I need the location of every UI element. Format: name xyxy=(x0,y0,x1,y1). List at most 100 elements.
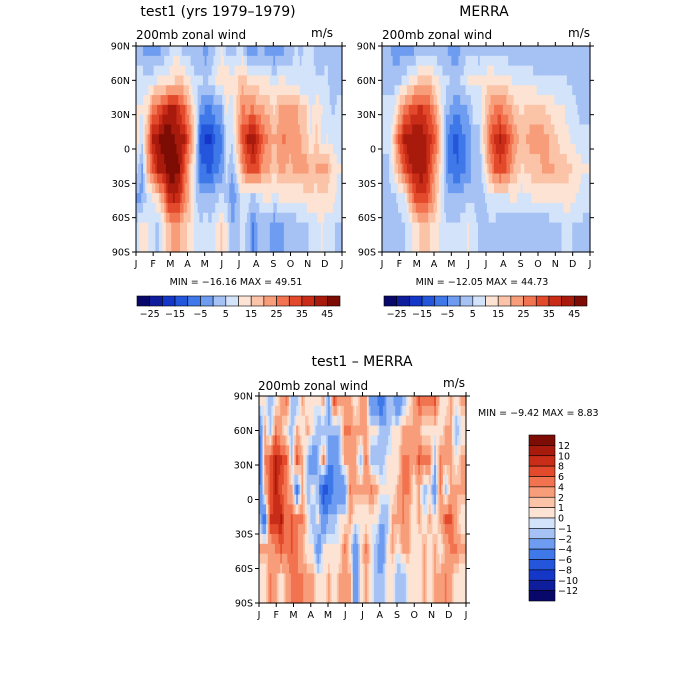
heatmap-cell xyxy=(178,202,181,214)
heatmap-cell xyxy=(520,202,524,214)
heatmap-cell xyxy=(257,95,260,106)
heatmap-cell xyxy=(336,242,340,253)
heatmap-cell xyxy=(563,153,566,165)
heatmap-cell xyxy=(324,144,327,155)
heatmap-cell xyxy=(406,232,410,243)
heatmap-cell xyxy=(220,193,223,204)
heatmap-cell xyxy=(486,104,490,116)
heatmap-cell xyxy=(488,173,492,184)
heatmap-cell xyxy=(195,212,199,224)
heatmap-cell xyxy=(550,55,554,67)
heatmap-cell xyxy=(319,193,322,204)
heatmap-cell xyxy=(563,95,566,106)
heatmap-cell xyxy=(540,85,543,96)
heatmap-cell xyxy=(526,85,529,96)
heatmap-cell xyxy=(308,163,311,175)
heatmap-cell xyxy=(481,75,484,86)
heatmap-cell xyxy=(213,173,216,184)
heatmap-cell xyxy=(334,173,338,184)
heatmap-cell xyxy=(301,222,304,233)
heatmap-cell xyxy=(218,222,222,233)
heatmap-cell xyxy=(465,85,468,96)
heatmap-cell xyxy=(552,153,556,165)
heatmap-cell xyxy=(143,85,146,96)
heatmap-cell xyxy=(538,124,541,135)
heatmap-cell xyxy=(437,85,440,96)
heatmap-cell xyxy=(410,46,413,57)
heatmap-cell xyxy=(164,163,167,175)
heatmap-cell xyxy=(474,193,477,204)
heatmap-cell xyxy=(442,55,445,67)
heatmap-cell xyxy=(558,75,561,86)
heatmap-cell xyxy=(232,173,236,184)
heatmap-cell xyxy=(392,183,396,194)
heatmap-cell xyxy=(289,85,292,96)
heatmap-cell xyxy=(559,232,563,243)
heatmap-cell xyxy=(531,173,534,184)
heatmap-cell xyxy=(305,55,308,67)
heatmap-cell xyxy=(172,153,176,165)
heatmap-cell xyxy=(324,222,327,233)
heatmap-cell xyxy=(465,144,468,155)
heatmap-cell xyxy=(201,232,204,243)
heatmap-cell xyxy=(481,55,484,67)
heatmap-cell xyxy=(390,55,394,67)
heatmap-cell xyxy=(518,65,522,77)
heatmap-cell xyxy=(545,124,548,135)
heatmap-cell xyxy=(232,65,236,77)
heatmap-cell xyxy=(518,55,522,67)
heatmap-cell xyxy=(405,134,408,145)
heatmap-cell xyxy=(204,85,208,96)
heatmap-cell xyxy=(568,163,572,175)
heatmap-cell xyxy=(435,46,438,57)
heatmap-cell xyxy=(481,95,484,106)
heatmap-cell xyxy=(504,222,508,233)
heatmap-cell xyxy=(558,46,561,57)
heatmap-cell xyxy=(446,212,449,224)
heatmap-cell xyxy=(401,65,404,77)
heatmap-cell xyxy=(437,75,440,86)
heatmap-cell xyxy=(317,75,320,86)
heatmap-cell xyxy=(262,124,266,135)
heatmap-cell xyxy=(273,232,276,243)
heatmap-cell xyxy=(495,163,499,175)
heatmap-cell xyxy=(474,104,477,116)
heatmap-cell xyxy=(584,183,588,194)
heatmap-cell xyxy=(139,95,142,106)
heatmap-cell xyxy=(285,242,289,253)
heatmap-cell xyxy=(550,95,554,106)
heatmap-cell xyxy=(183,163,186,175)
heatmap-cell xyxy=(396,183,399,194)
heatmap-cell xyxy=(322,65,325,77)
heatmap-cell xyxy=(401,193,404,204)
heatmap-cell xyxy=(250,104,253,116)
heatmap-cell xyxy=(545,104,548,116)
heatmap-cell xyxy=(536,193,540,204)
heatmap-cell xyxy=(218,124,222,135)
heatmap-cell xyxy=(465,202,468,214)
heatmap-cell xyxy=(422,242,426,253)
heatmap-cell xyxy=(394,104,397,116)
heatmap-cell xyxy=(299,65,303,77)
heatmap-cell xyxy=(556,134,559,145)
heatmap-cell xyxy=(478,114,481,126)
heatmap-cell xyxy=(533,202,536,214)
heatmap-cell xyxy=(283,202,287,214)
heatmap-cell xyxy=(563,212,566,224)
heatmap-cell xyxy=(403,242,406,253)
heatmap-cell xyxy=(297,104,301,116)
heatmap-cell xyxy=(204,124,208,135)
heatmap-cell xyxy=(488,124,492,135)
heatmap-cell xyxy=(572,232,575,243)
heatmap-cell xyxy=(422,222,426,233)
heatmap-cell xyxy=(406,75,410,86)
heatmap-cell xyxy=(165,114,169,126)
heatmap-cell xyxy=(392,114,396,126)
heatmap-cell xyxy=(549,124,552,135)
heatmap-cell xyxy=(292,173,296,184)
heatmap-cell xyxy=(197,95,200,106)
heatmap-cell xyxy=(241,183,244,194)
heatmap-cell xyxy=(141,173,144,184)
heatmap-cell xyxy=(526,202,529,214)
heatmap-cell xyxy=(172,55,176,67)
